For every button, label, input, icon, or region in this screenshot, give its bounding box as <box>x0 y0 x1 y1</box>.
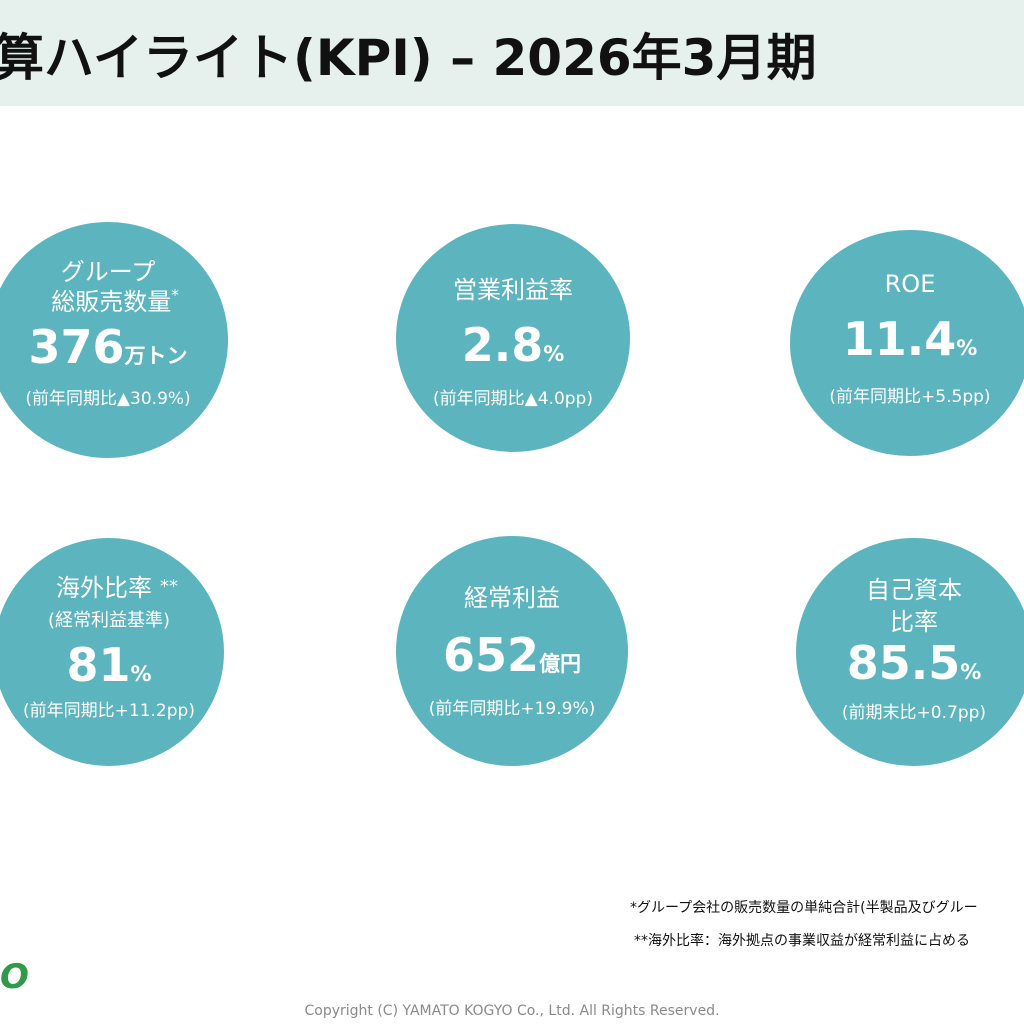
kpi-circle-equity-ratio: 自己資本 比率 85.5% (前期末比+0.7pp) <box>796 538 1024 766</box>
kpi-value-line: 11.4% <box>790 312 1024 366</box>
kpi-label: 比率 <box>890 608 938 636</box>
kpi-circle-roe: ROE 11.4% (前年同期比+5.5pp) <box>790 230 1024 456</box>
kpi-change: (前年同期比▲30.9%) <box>25 389 191 409</box>
kpi-change: (前年同期比+11.2pp) <box>23 701 195 721</box>
kpi-label: 総販売数量* <box>0 282 228 317</box>
copyright: Copyright (C) YAMATO KOGYO Co., Ltd. All… <box>304 1003 720 1019</box>
kpi-label: グループ <box>60 258 156 286</box>
kpi-label: ROE <box>884 270 936 298</box>
kpi-circle-operating-margin: 営業利益率 2.8% (前年同期比▲4.0pp) <box>396 224 630 452</box>
kpi-value: 11.4 <box>842 312 957 366</box>
footnote-1: *グループ会社の販売数量の単純合計(半製品及びグルー <box>630 900 978 916</box>
footnote-2: **海外比率：海外拠点の事業収益が経常利益に占める <box>634 933 970 949</box>
kpi-value-line: 652億円 <box>396 628 628 682</box>
company-logo: O <box>0 957 29 997</box>
kpi-circle-ordinary-profit: 経常利益 652億円 (前年同期比+19.9%) <box>396 536 628 766</box>
kpi-value-line: 2.8% <box>396 318 630 372</box>
kpi-value-line: 81% <box>0 638 224 692</box>
kpi-unit: % <box>960 660 982 684</box>
kpi-change: (前年同期比▲4.0pp) <box>433 389 593 409</box>
kpi-label: 営業利益率 <box>453 276 573 304</box>
kpi-value: 85.5 <box>846 636 961 690</box>
kpi-unit: 万トン <box>124 344 188 368</box>
kpi-unit: % <box>130 662 152 686</box>
kpi-value: 81 <box>66 638 131 692</box>
kpi-value-line: 376万トン <box>0 320 228 374</box>
kpi-unit: % <box>956 336 978 360</box>
kpi-circle-sales-volume: グループ 総販売数量* 376万トン (前年同期比▲30.9%) <box>0 222 228 458</box>
page-title: 算ハイライト(KPI) – 2026年3月期 <box>0 29 817 87</box>
kpi-value: 652 <box>442 628 540 682</box>
kpi-change: (前年同期比+19.9%) <box>428 699 596 719</box>
kpi-label-text: 総販売数量 <box>51 288 172 316</box>
footnote-mark: ** <box>160 576 178 597</box>
kpi-change: (前期末比+0.7pp) <box>841 703 987 723</box>
kpi-change: (前年同期比+5.5pp) <box>829 387 991 407</box>
kpi-unit: % <box>543 342 565 366</box>
kpi-sub-label: (経常利益基準) <box>47 610 171 631</box>
kpi-label-text: 海外比率 <box>56 574 152 602</box>
kpi-circle-overseas-ratio: 海外比率 ** (経常利益基準) 81% (前年同期比+11.2pp) <box>0 538 224 766</box>
kpi-label: 自己資本 <box>866 576 962 604</box>
kpi-value: 376 <box>28 320 125 374</box>
kpi-unit: 億円 <box>539 652 582 676</box>
kpi-label: 経常利益 <box>464 584 560 612</box>
kpi-value-line: 85.5% <box>796 636 1024 690</box>
header-band <box>0 0 1024 106</box>
kpi-label: 海外比率 ** <box>0 568 224 603</box>
footnote-mark: * <box>171 286 179 304</box>
kpi-value: 2.8 <box>461 318 544 372</box>
